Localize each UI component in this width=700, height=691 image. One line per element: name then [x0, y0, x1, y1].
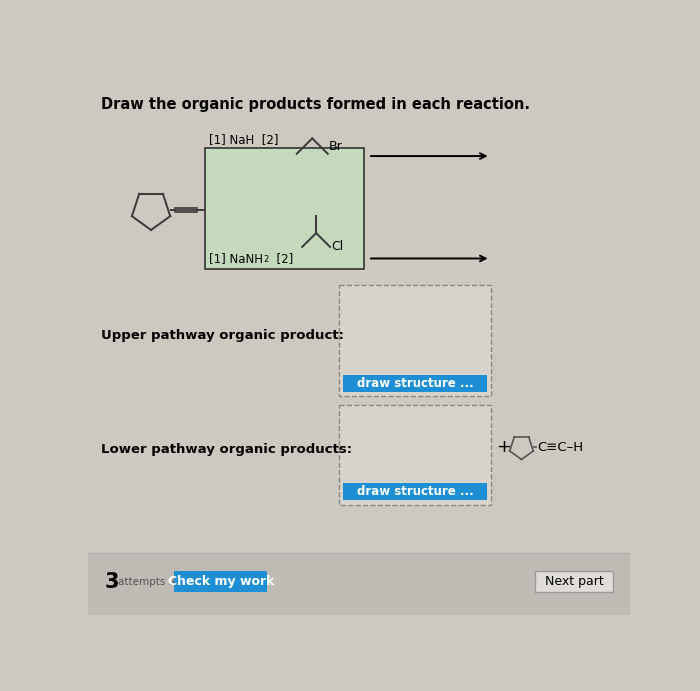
Text: C≡C–H: C≡C–H: [537, 441, 583, 453]
Text: Check my work: Check my work: [167, 575, 274, 588]
Bar: [536, 571, 613, 592]
Text: Next part: Next part: [545, 575, 603, 588]
Text: +: +: [496, 438, 511, 456]
Text: draw structure ...: draw structure ...: [356, 485, 473, 498]
Text: Br: Br: [328, 140, 342, 153]
Bar: [343, 375, 486, 392]
Bar: [205, 148, 364, 269]
Text: Draw the organic products formed in each reaction.: Draw the organic products formed in each…: [102, 97, 531, 112]
Bar: [343, 483, 486, 500]
Text: Lower pathway organic products:: Lower pathway organic products:: [102, 444, 353, 456]
Text: attempts left: attempts left: [118, 577, 186, 587]
Text: Cl: Cl: [332, 240, 344, 254]
Text: [2]: [2]: [269, 252, 293, 265]
Bar: [340, 405, 491, 505]
Text: Upper pathway organic product:: Upper pathway organic product:: [102, 330, 344, 342]
Text: $_2$: $_2$: [263, 252, 270, 265]
Bar: [88, 553, 630, 623]
Text: [1] NaH  [2]: [1] NaH [2]: [209, 133, 279, 146]
Bar: [174, 571, 267, 592]
Text: draw structure ...: draw structure ...: [356, 377, 473, 390]
Bar: [340, 285, 491, 397]
Text: [1] NaNH: [1] NaNH: [209, 252, 263, 265]
Text: 3: 3: [104, 572, 119, 592]
